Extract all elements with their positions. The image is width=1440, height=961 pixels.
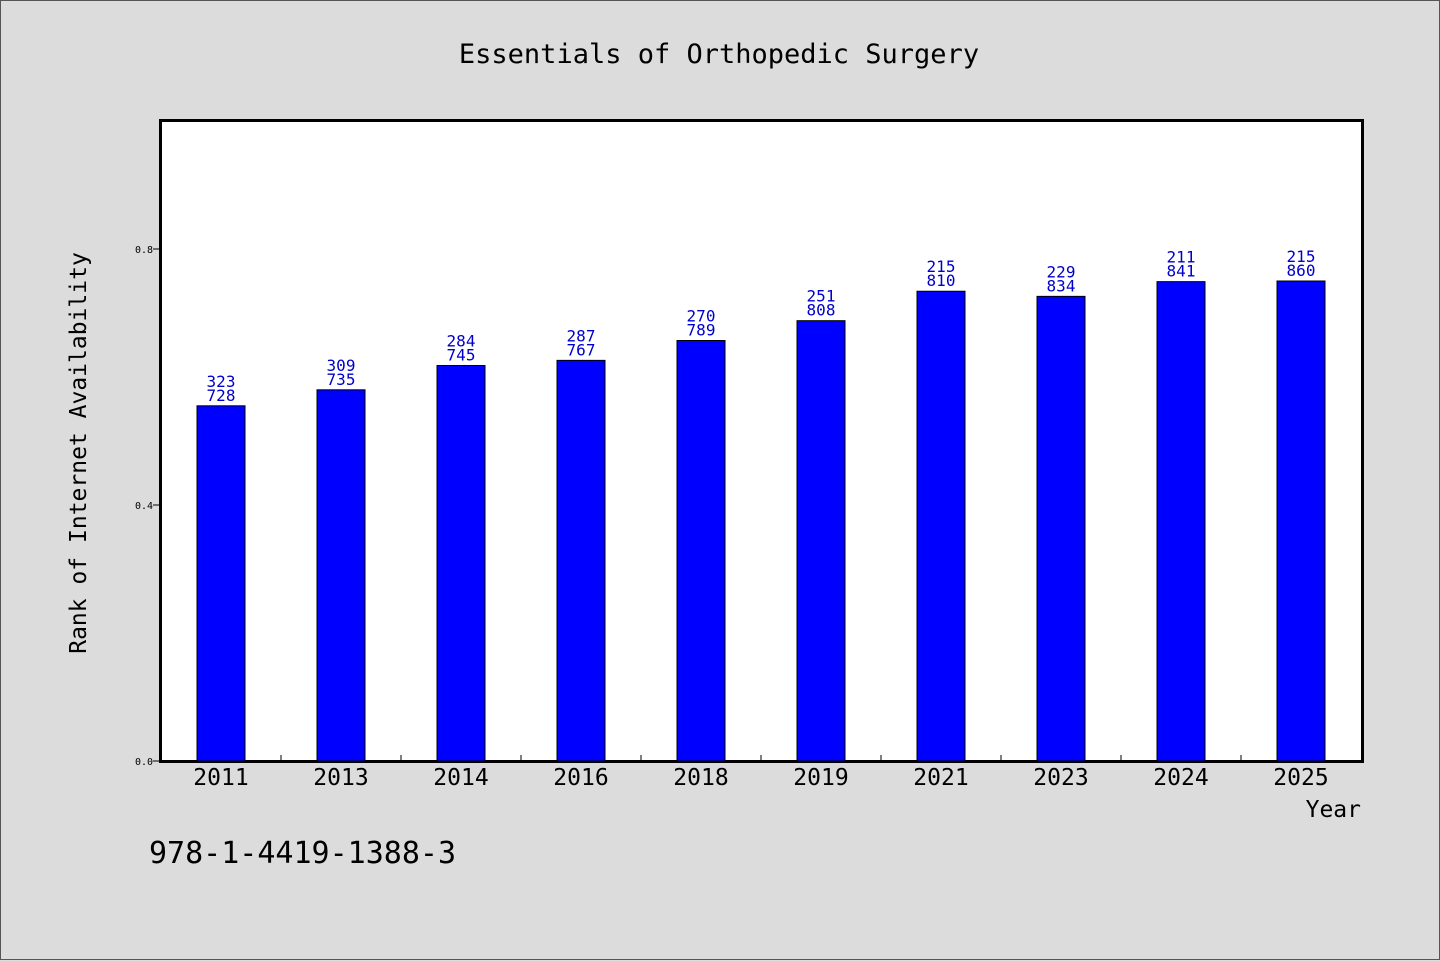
bar-label-top: 284 [447,331,476,350]
x-tick-label: 2011 [193,765,248,791]
data-labels: 3237283097352847452877672707892518082158… [207,247,1316,405]
x-tick-label: 2023 [1033,765,1088,791]
isbn-text: 978-1-4419-1388-3 [149,836,456,871]
x-axis-label: Year [1306,797,1361,823]
bar-series [196,280,1326,762]
bar [1276,280,1326,762]
chart-title: Essentials of Orthopedic Surgery [459,39,979,70]
bar-label-bottom: 735 [327,370,356,389]
bar-label-top: 270 [687,307,716,326]
bar-label-top: 215 [1287,247,1316,266]
bar-label-top: 215 [927,257,956,276]
bar-label-bottom: 728 [207,386,236,405]
bar [796,320,846,762]
bar-label-bottom: 810 [927,271,956,290]
x-tick-label: 2018 [673,765,728,791]
bar-label-bottom: 834 [1047,276,1076,295]
x-tick-label: 2016 [553,765,608,791]
bar-label-bottom: 745 [447,345,476,364]
bar-label-top: 251 [807,287,836,306]
bar-label-top: 287 [567,326,596,345]
bar [1156,281,1206,762]
bar-label-top: 323 [207,372,236,391]
bar [436,364,486,762]
y-tick-label: 0.4 [135,501,153,512]
bar-label-bottom: 789 [687,321,716,340]
x-tick-label: 2025 [1273,765,1328,791]
x-tick-label: 2019 [793,765,848,791]
x-tick-label: 2014 [433,765,488,791]
bar [316,389,366,762]
bar-label-bottom: 860 [1287,261,1316,280]
x-tick-label: 2021 [913,765,968,791]
bar-label-top: 229 [1047,262,1076,281]
x-axis-ticks: 2011 2013 2014 2016 2018 2019 2021 2023 2024 2025 [193,755,1329,791]
bar-label-top: 309 [327,356,356,375]
bar [556,359,606,762]
bar [196,405,246,762]
bar [916,290,966,762]
y-axis-ticks: 0.0 0.4 0.8 [135,245,161,768]
y-tick-label: 0.0 [135,757,153,768]
bar [676,340,726,762]
x-tick-label: 2024 [1153,765,1208,791]
bar-label-bottom: 808 [807,301,836,320]
bar-label-bottom: 767 [567,340,596,359]
bar-label-top: 211 [1167,248,1196,267]
bar-label-bottom: 841 [1167,262,1196,281]
bar [1036,295,1086,762]
y-tick-label: 0.8 [135,245,153,256]
y-axis-label: Rank of Internet Availability [66,252,92,654]
x-tick-label: 2013 [313,765,368,791]
